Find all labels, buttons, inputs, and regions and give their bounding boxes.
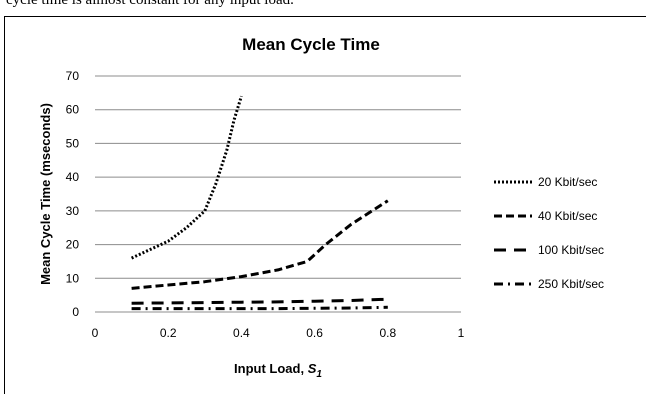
chart-frame — [4, 16, 646, 394]
series-line-3 — [131, 297, 388, 305]
x-tick-label: 0.4 — [233, 326, 250, 340]
legend-label-1: 20 Kbit/sec — [538, 175, 597, 189]
x-tick-label: 0.6 — [306, 326, 323, 340]
x-axis-ticks: 0 0.2 0.4 0.6 0.8 1 — [92, 326, 465, 340]
y-axis-label: Mean Cycle Time (mseconds) — [38, 103, 53, 285]
x-tick-label: 0.2 — [160, 326, 177, 340]
y-tick-label: 40 — [66, 170, 80, 184]
legend-label-4: 250 Kbit/sec — [538, 277, 604, 291]
series-lines — [130, 95, 389, 311]
y-tick-label: 60 — [66, 103, 80, 117]
top-caption-text: cycle time is almost constant for any in… — [6, 0, 294, 8]
series-line-1 — [130, 95, 243, 260]
y-tick-label: 10 — [66, 271, 80, 285]
x-tick-label: 1 — [458, 326, 465, 340]
series-line-4 — [131, 305, 388, 311]
y-tick-label: 30 — [66, 204, 80, 218]
y-axis-ticks: 0 10 20 30 40 50 60 70 — [66, 69, 80, 319]
y-tick-label: 70 — [66, 69, 80, 83]
y-tick-label: 20 — [66, 238, 80, 252]
legend-label-2: 40 Kbit/sec — [538, 209, 597, 223]
x-tick-label: 0 — [92, 326, 99, 340]
x-tick-label: 0.8 — [379, 326, 396, 340]
x-axis-label-subscript: 1 — [316, 369, 322, 380]
x-axis-label-symbol: S — [308, 361, 317, 376]
grid-lines — [95, 75, 461, 313]
legend-label-3: 100 Kbit/sec — [538, 243, 604, 257]
y-tick-label: 50 — [66, 136, 80, 150]
x-axis-label-text: Input Load, — [234, 361, 308, 376]
series-line-2 — [131, 199, 389, 290]
y-tick-label: 0 — [72, 305, 79, 319]
chart-title: Mean Cycle Time — [242, 35, 380, 54]
x-axis-label: Input Load, S1 — [234, 361, 322, 380]
legend: 20 Kbit/sec 40 Kbit/sec 100 Kbit/sec 250 Kb… — [494, 175, 604, 291]
